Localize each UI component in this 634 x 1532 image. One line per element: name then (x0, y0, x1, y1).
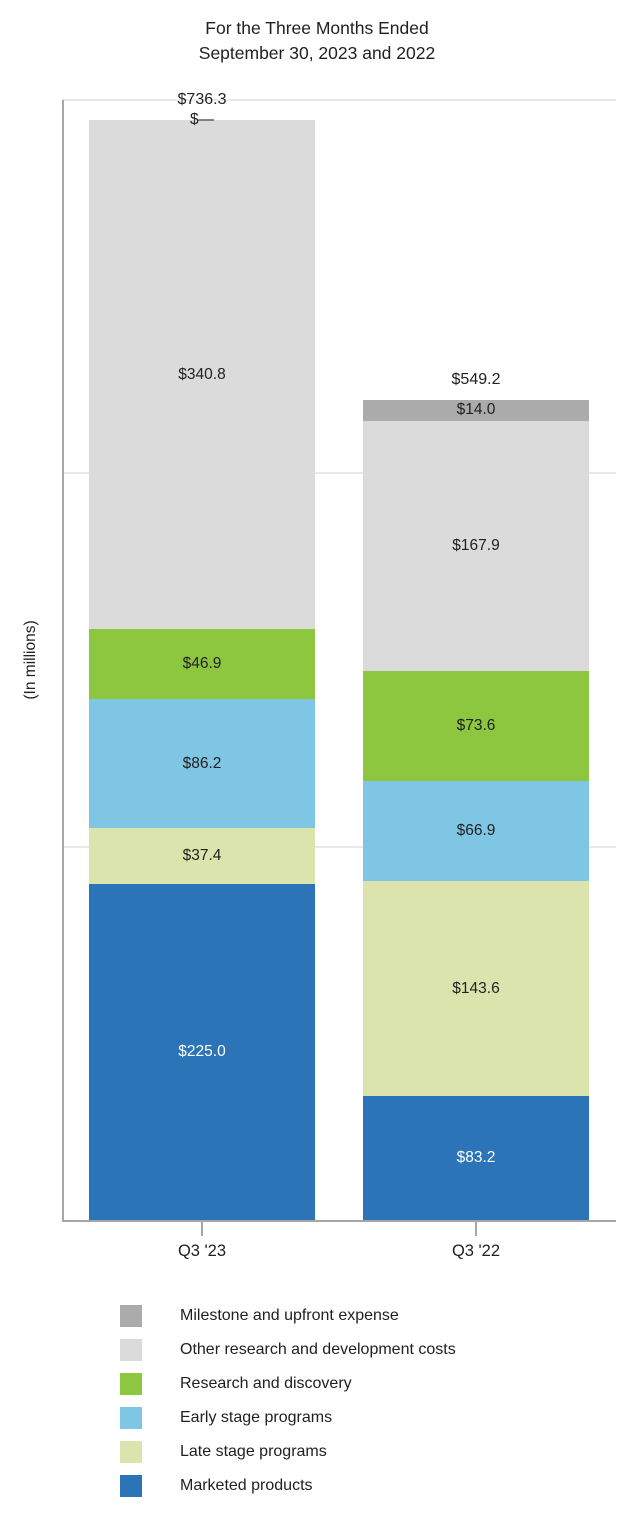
segment-label-milestone-and-upfront-expense-q3-22: $14.0 (456, 401, 496, 419)
legend-label-research-and-discovery: Research and discovery (180, 1375, 352, 1392)
chart-title-line2: September 30, 2023 and 2022 (198, 43, 436, 63)
segment-label-marketed-products-q3-23: $225.0 (178, 1043, 226, 1060)
segment-label-other-research-and-development-costs-q3-22: $167.9 (452, 537, 500, 555)
bar-segment-late-stage-programs-q3-22 (363, 881, 589, 1096)
chart-title-line1: For the Three Months Ended (205, 18, 429, 38)
legend-label-marketed-products: Marketed products (180, 1477, 313, 1494)
legend-label-late-stage-programs: Late stage programs (180, 1443, 327, 1460)
legend-item-other-research-and-development-costs: Other research and development costs (120, 1339, 456, 1361)
legend-label-other-research-and-development-costs: Other research and development costs (180, 1341, 456, 1358)
chart-legend: Milestone and upfront expense Other resea… (120, 1305, 456, 1509)
x-axis-label-q3-23: Q3 '23 (177, 1242, 227, 1260)
segment-label-late-stage-programs-q3-22: $143.6 (452, 979, 500, 997)
bar-segment-marketed-products-q3-22 (363, 1095, 589, 1220)
legend-swatch-marketed-products (120, 1475, 142, 1497)
legend-swatch-milestone-and-upfront-expense (120, 1305, 142, 1327)
legend-label-early-stage-programs: Early stage programs (180, 1409, 333, 1426)
y-axis-line (62, 100, 64, 1222)
total-label-q3-22: $549.2 (451, 370, 501, 388)
bar-segment-early-stage-programs-q3-23 (89, 699, 315, 829)
legend-swatch-early-stage-programs (120, 1407, 142, 1429)
x-axis-tick-q3-23 (201, 1222, 203, 1236)
x-axis-line (62, 1220, 616, 1222)
segment-label-research-and-discovery-q3-22: $73.6 (456, 717, 496, 735)
bar-segment-research-and-discovery-q3-22 (363, 671, 589, 782)
legend-item-milestone-and-upfront-expense: Milestone and upfront expense (120, 1305, 456, 1327)
legend-item-marketed-products: Marketed products (120, 1475, 456, 1497)
segment-label-marketed-products-q3-22: $83.2 (456, 1148, 496, 1166)
y-axis-label: (In millions) (22, 620, 39, 700)
segment-label-research-and-discovery-q3-23: $46.9 (182, 655, 222, 673)
x-axis-tick-q3-22 (475, 1222, 477, 1236)
segment-label-early-stage-programs-q3-23: $86.2 (182, 754, 222, 772)
bar-segment-early-stage-programs-q3-22 (363, 781, 589, 882)
legend-swatch-other-research-and-development-costs (120, 1339, 142, 1361)
gridline-250 (62, 845, 616, 848)
gridline-500 (62, 472, 616, 475)
legend-item-research-and-discovery: Research and discovery (120, 1373, 456, 1395)
legend-label-milestone-and-upfront-expense: Milestone and upfront expense (180, 1307, 399, 1324)
bar-segment-research-and-discovery-q3-23 (89, 629, 315, 700)
legend-item-late-stage-programs: Late stage programs (120, 1441, 456, 1463)
segment-label-early-stage-programs-q3-22: $66.9 (456, 822, 496, 840)
segment-label-late-stage-programs-q3-23: $37.4 (182, 847, 222, 865)
bar-segment-late-stage-programs-q3-23 (89, 828, 315, 884)
bar-segment-other-research-and-development-costs-q3-23 (89, 120, 315, 630)
legend-swatch-late-stage-programs (120, 1441, 142, 1463)
total-label-q3-23: $736.3 (177, 91, 227, 109)
chart-title: For the Three Months Ended September 30,… (0, 16, 634, 66)
segment-label-other-research-and-development-costs-q3-23: $340.8 (178, 365, 226, 383)
x-axis-label-q3-22: Q3 '22 (451, 1242, 501, 1260)
legend-item-early-stage-programs: Early stage programs (120, 1407, 456, 1429)
bar-segment-milestone-and-upfront-expense-q3-22 (363, 399, 589, 421)
gridline-750 (62, 99, 616, 101)
bar-segment-other-research-and-development-costs-q3-22 (363, 420, 589, 672)
legend-swatch-research-and-discovery (120, 1373, 142, 1395)
bar-segment-marketed-products-q3-23 (89, 884, 315, 1220)
segment-label-milestone-and-upfront-expense-q3-23: $— (189, 111, 215, 129)
